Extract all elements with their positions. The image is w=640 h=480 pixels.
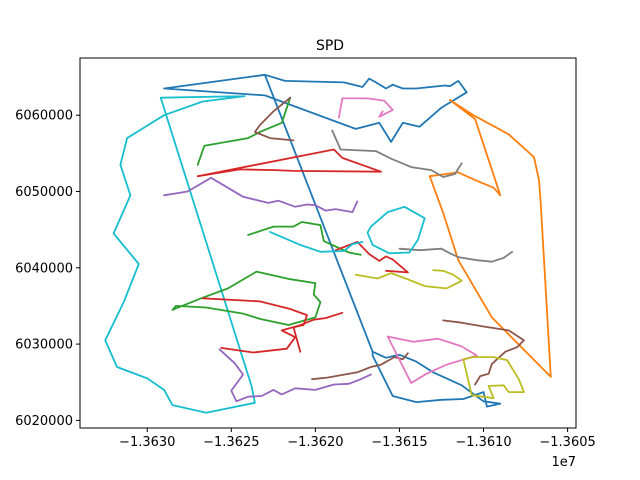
y-tick-label: 6020000 [15,414,73,429]
series-line-11 [163,176,359,214]
series-line-5 [247,221,362,256]
axes-frame [79,57,577,429]
x-tick-label: −1.3605 [539,435,595,450]
series-line-18 [331,129,463,178]
y-axis: 6020000 6030000 6040000 6050000 6060000 [15,109,80,429]
x-tick-label: −1.3630 [119,435,175,450]
series-line-15 [311,352,409,381]
series-line-2 [263,73,502,408]
series-line-23 [269,230,364,253]
series-line-20 [354,269,463,290]
series-line-19 [398,247,513,263]
series-line-3 [428,99,552,378]
x-tick-label: −1.3610 [455,435,511,450]
y-tick-label: 6060000 [15,109,73,124]
series-line-13 [253,96,295,142]
series-line-9 [220,311,344,354]
series-line-0 [104,95,256,414]
x-tick-label: −1.3615 [371,435,427,450]
x-tick-label: −1.3625 [203,435,259,450]
series-line-1 [163,73,468,143]
x-axis: −1.3630 −1.3625 −1.3620 −1.3615 −1.3610 −1.36… [119,428,596,450]
y-tick-label: 6050000 [15,185,73,200]
plot-area [104,73,552,414]
y-tick-label: 6040000 [15,261,73,276]
series-line-14 [442,319,525,386]
x-axis-offset-label: 1e7 [551,455,576,470]
series-line-22 [366,205,426,255]
series-line-10 [334,240,409,274]
series-line-6 [196,96,292,166]
series-line-4 [171,270,322,326]
chart-title: SPD [316,38,344,54]
series-line-17 [386,335,478,384]
y-tick-label: 6030000 [15,338,73,353]
x-tick-label: −1.3620 [287,435,343,450]
series-line-21 [462,356,525,400]
series-line-16 [337,97,394,119]
series-line-7 [196,148,382,178]
series-line-12 [218,348,372,403]
